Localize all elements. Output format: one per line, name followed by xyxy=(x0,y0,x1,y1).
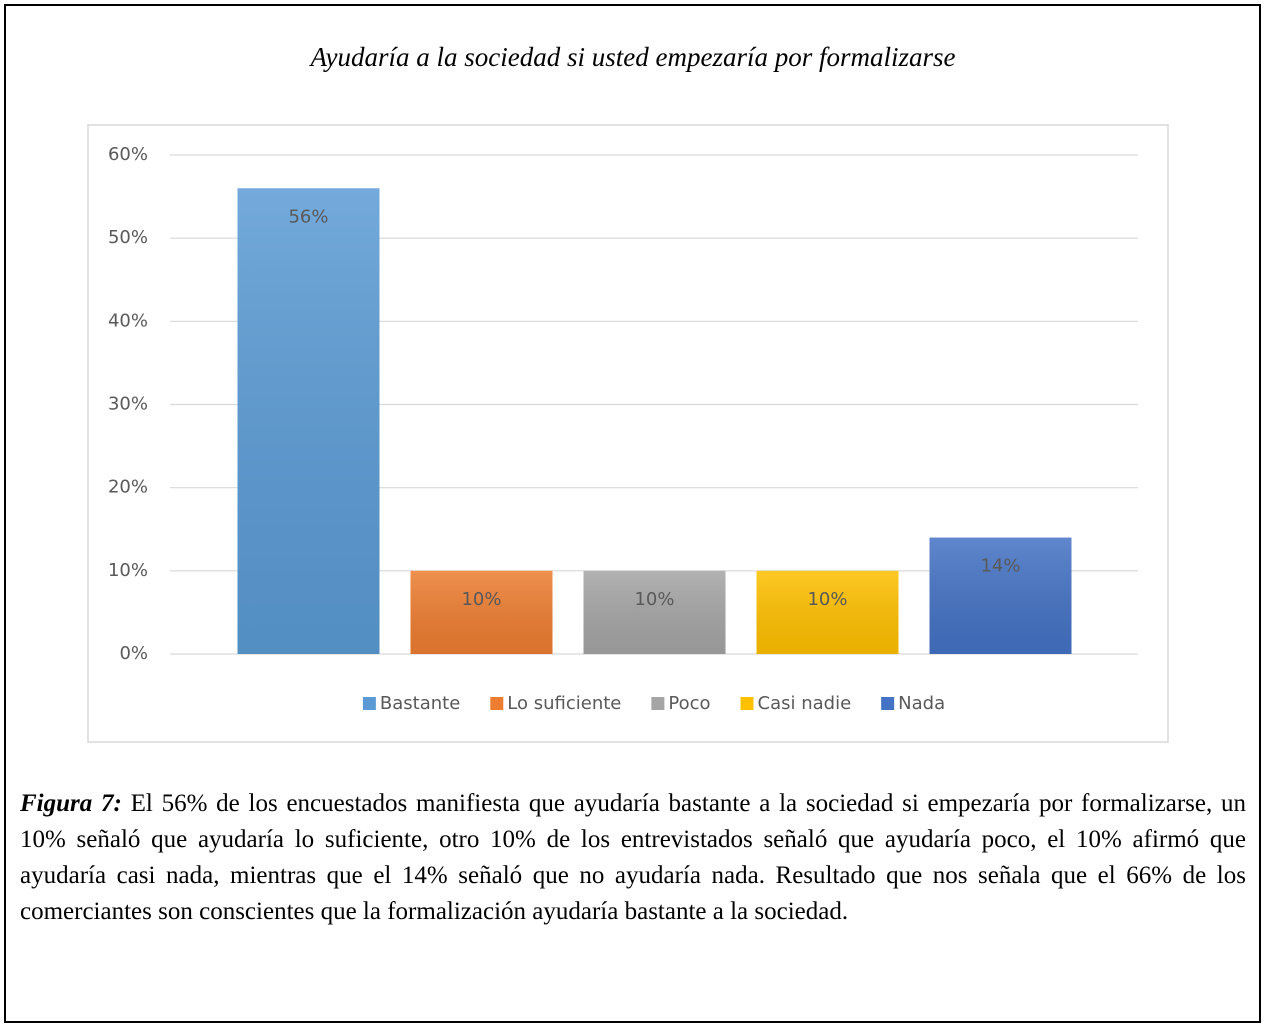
legend-label: Bastante xyxy=(380,693,460,714)
y-tick-label: 30% xyxy=(108,394,148,415)
y-tick-label: 10% xyxy=(108,560,148,581)
bar-shade xyxy=(583,570,726,654)
legend-swatch xyxy=(490,697,504,710)
chart-area xyxy=(87,124,1169,743)
legend-swatch xyxy=(651,697,665,710)
legend-label: Lo suficiente xyxy=(507,693,621,714)
data-label: 10% xyxy=(461,589,501,610)
bar-shade xyxy=(237,188,380,654)
legend-label: Casi nadie xyxy=(758,693,852,714)
frame xyxy=(4,4,1261,1023)
legend-label: Poco xyxy=(668,693,710,714)
data-label: 14% xyxy=(980,556,1020,577)
chart-title: Ayudaría a la sociedad si usted empezarí… xyxy=(309,42,956,72)
data-label: 10% xyxy=(807,589,847,610)
caption-text: El 56% de los encuestados manifiesta que… xyxy=(20,790,1246,925)
bar-shade xyxy=(929,537,1072,654)
legend-label: Nada xyxy=(898,693,945,714)
bar-shade xyxy=(756,570,899,654)
legend-swatch xyxy=(881,697,895,710)
caption: Figura 7: El 56% de los encuestados mani… xyxy=(20,786,1246,930)
caption-label: Figura 7: xyxy=(20,790,122,817)
data-label: 10% xyxy=(634,589,674,610)
y-tick-label: 60% xyxy=(108,144,148,165)
bar-shade xyxy=(410,570,553,654)
y-tick-label: 40% xyxy=(108,310,148,331)
legend-swatch xyxy=(740,697,754,710)
y-tick-label: 20% xyxy=(108,477,148,498)
y-tick-label: 0% xyxy=(119,643,148,664)
data-label: 56% xyxy=(288,206,328,227)
legend-swatch xyxy=(362,697,376,710)
y-tick-label: 50% xyxy=(108,227,148,248)
